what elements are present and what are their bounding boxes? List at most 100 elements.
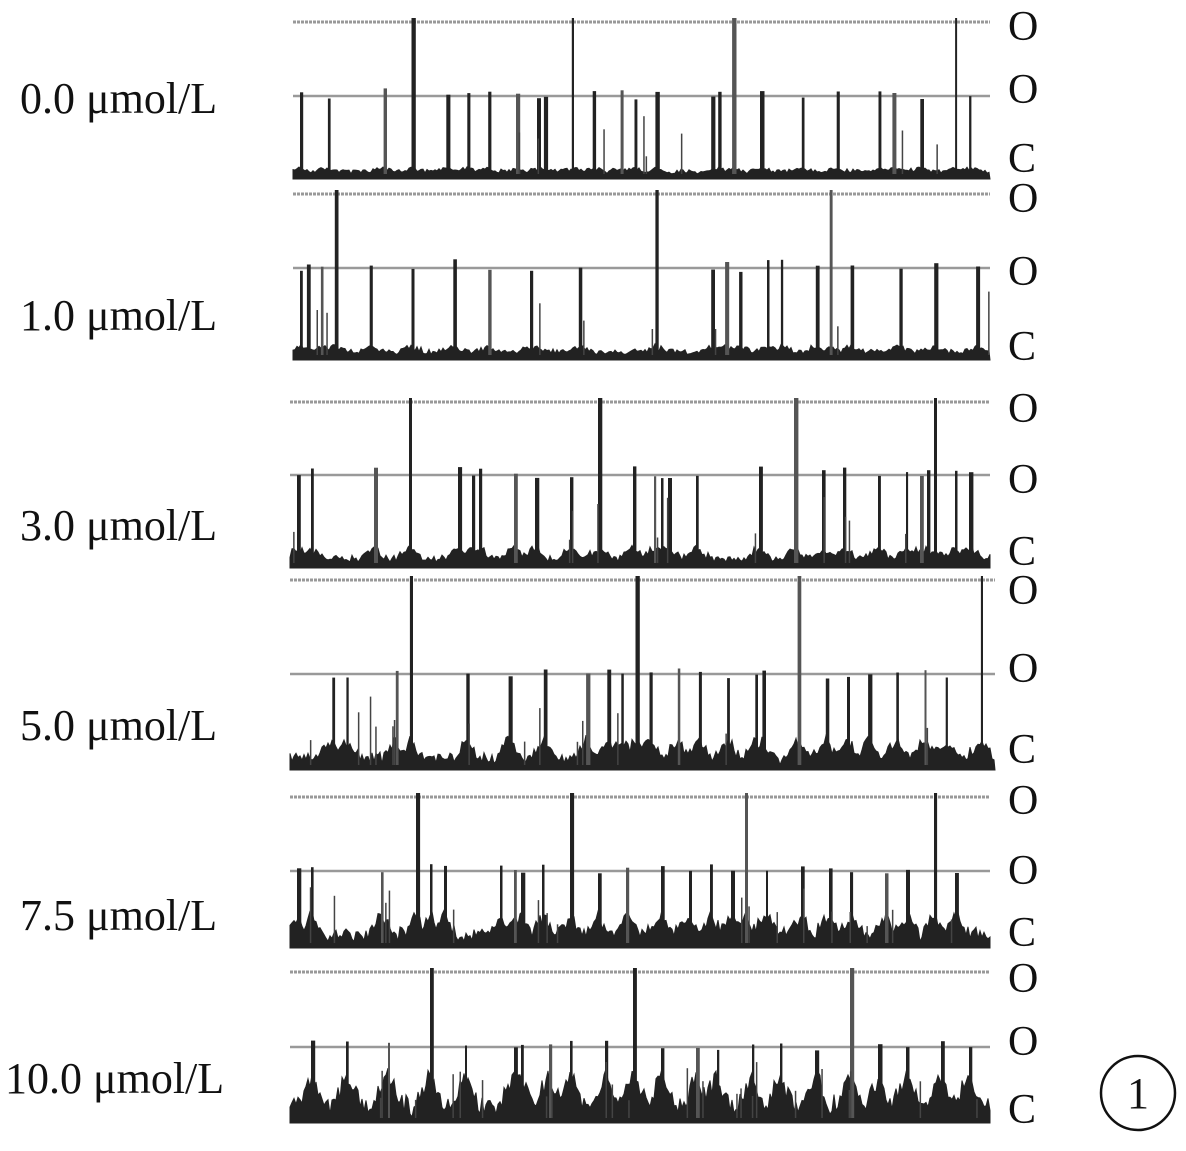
opening-event — [837, 326, 839, 355]
opening-event — [620, 90, 624, 174]
opening-event — [950, 919, 953, 943]
concentration-label: 10.0 μmol/L — [5, 1054, 224, 1103]
opening-event — [780, 259, 784, 355]
opening-event — [934, 398, 937, 563]
opening-event — [300, 92, 304, 174]
level-label: O — [1008, 249, 1038, 295]
opening-event — [521, 1044, 524, 1118]
opening-event — [794, 398, 799, 563]
opening-event — [381, 872, 384, 943]
opening-event — [388, 1042, 390, 1118]
opening-event — [655, 190, 659, 355]
opening-event — [393, 720, 396, 765]
opening-event — [718, 91, 722, 174]
level-label: C — [1008, 136, 1036, 182]
opening-event — [537, 138, 540, 174]
opening-event — [801, 866, 805, 943]
opening-event — [739, 271, 743, 355]
level-label: O — [1008, 176, 1038, 222]
opening-event — [583, 320, 585, 355]
opening-event — [941, 1041, 945, 1118]
opening-event — [416, 793, 421, 943]
opening-event — [570, 1040, 573, 1118]
opening-event — [677, 668, 681, 765]
opening-event — [571, 18, 574, 174]
opening-event — [414, 1099, 417, 1118]
opening-event — [906, 1047, 910, 1118]
level-label: C — [1008, 1087, 1036, 1133]
opening-event — [537, 98, 541, 174]
opening-event — [901, 130, 904, 174]
opening-event — [597, 504, 599, 563]
opening-event — [801, 97, 805, 174]
opening-event — [740, 1088, 742, 1118]
opening-event — [537, 900, 540, 943]
opening-event — [586, 673, 591, 765]
opening-event — [518, 132, 521, 174]
opening-event — [849, 1071, 852, 1118]
opening-event — [885, 873, 889, 943]
opening-event — [766, 870, 768, 943]
opening-event — [755, 674, 758, 765]
opening-event — [452, 1074, 454, 1118]
opening-event — [546, 913, 548, 943]
opening-event — [551, 1089, 553, 1118]
opening-event — [516, 93, 521, 174]
opening-event — [357, 712, 360, 765]
opening-event — [905, 533, 907, 563]
opening-event — [759, 466, 763, 563]
opening-event — [714, 329, 717, 355]
opening-event — [605, 1062, 607, 1118]
opening-event — [311, 1040, 316, 1118]
opening-event — [850, 265, 855, 355]
opening-event — [635, 576, 640, 765]
opening-event — [696, 475, 699, 563]
baseline-noise-band — [289, 1067, 991, 1124]
opening-event — [375, 726, 377, 765]
opening-event — [748, 906, 750, 943]
opening-event — [306, 264, 311, 355]
opening-event — [686, 1068, 689, 1118]
opening-event — [760, 91, 765, 174]
opening-event — [878, 475, 881, 563]
opening-event — [411, 18, 416, 174]
opening-event — [346, 1041, 349, 1118]
level-label: O — [1008, 386, 1038, 432]
opening-event — [444, 865, 447, 943]
opening-event — [698, 671, 702, 765]
opening-event — [374, 467, 378, 563]
opening-event — [514, 870, 517, 943]
opening-event — [300, 270, 303, 355]
opening-event — [803, 888, 805, 943]
opening-event — [458, 467, 463, 563]
opening-event — [297, 475, 301, 563]
opening-event — [710, 864, 713, 943]
opening-event — [689, 870, 692, 943]
opening-event — [346, 677, 349, 765]
opening-event — [654, 476, 657, 563]
opening-event — [543, 669, 548, 765]
opening-event — [988, 291, 990, 355]
opening-event — [849, 912, 851, 943]
opening-event — [571, 510, 574, 563]
opening-event — [446, 94, 451, 174]
opening-event — [468, 723, 470, 765]
opening-event — [711, 269, 715, 355]
opening-event — [293, 531, 295, 563]
opening-event — [607, 669, 612, 765]
level-label: C — [1008, 727, 1036, 773]
opening-event — [521, 872, 526, 943]
level-label: O — [1008, 1019, 1038, 1065]
opening-event — [755, 1062, 758, 1118]
opening-event — [741, 897, 743, 943]
opening-event — [661, 478, 664, 563]
opening-event — [395, 670, 399, 765]
opening-event — [906, 472, 909, 563]
opening-event — [334, 190, 339, 355]
opening-event — [617, 713, 619, 765]
opening-event — [878, 1044, 883, 1118]
